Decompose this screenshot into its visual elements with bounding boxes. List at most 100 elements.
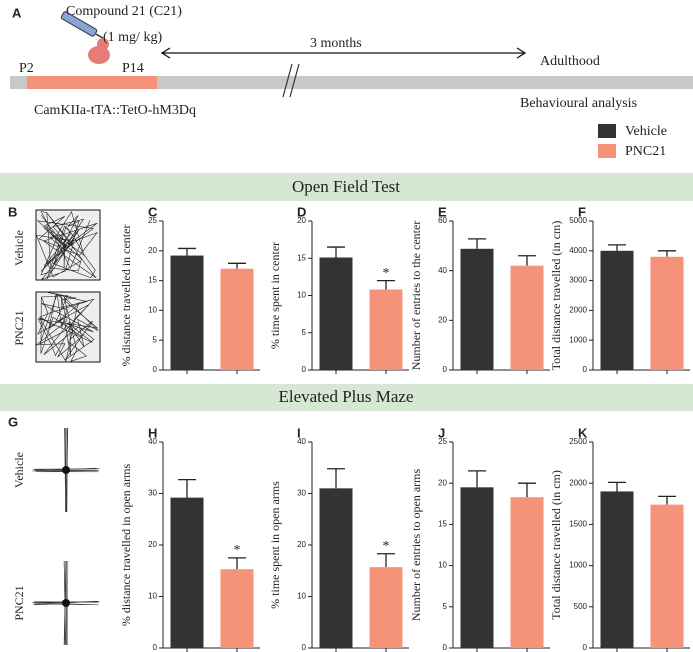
significance-mark: *: [383, 266, 390, 281]
bar: [510, 265, 544, 370]
y-tick-label: 40: [438, 266, 447, 275]
stop-age: P14: [122, 61, 144, 76]
bar: [650, 256, 684, 370]
y-tick-label: 15: [438, 520, 447, 529]
y-tick-label: 0: [583, 365, 588, 374]
mouse-line: CamKIIa-tTA::TetO-hM3Dq: [34, 103, 196, 118]
y-tick-label: 1500: [569, 520, 587, 529]
panel-label: I: [297, 425, 301, 440]
section-title: Open Field Test: [292, 177, 400, 196]
panel-label: E: [438, 204, 447, 219]
y-tick-label: 2000: [569, 478, 587, 487]
significance-mark: *: [234, 543, 241, 558]
start-age: P2: [19, 61, 34, 76]
end-text: Adulthood: [540, 54, 600, 69]
bar: [460, 248, 494, 370]
y-tick-label: 30: [297, 489, 306, 498]
y-tick-label: 3000: [569, 276, 587, 285]
y-tick-label: 1000: [569, 335, 587, 344]
treatment-window: [27, 76, 157, 89]
y-axis-label: % time spent in open arms: [268, 481, 282, 609]
y-tick-label: 0: [153, 365, 158, 374]
bar: [170, 497, 204, 648]
trace-center: [62, 599, 70, 607]
y-tick-label: 60: [438, 216, 447, 225]
y-tick-label: 25: [438, 437, 447, 446]
y-axis-label: % distance travelled in center: [119, 225, 133, 367]
bar: [220, 569, 254, 648]
y-tick-label: 0: [443, 365, 448, 374]
bar: [319, 257, 353, 370]
panel-label: D: [297, 204, 306, 219]
y-axis-label: Total distance travelled (in cm): [549, 221, 563, 371]
legend-swatch: [598, 124, 616, 138]
panel-label: K: [578, 425, 588, 440]
y-tick-label: 10: [438, 561, 447, 570]
bar: [170, 255, 204, 370]
legend-label: Vehicle: [625, 124, 667, 139]
panel-label: A: [12, 5, 22, 20]
bar: [319, 488, 353, 648]
bar: [220, 268, 254, 370]
y-tick-label: 40: [148, 437, 157, 446]
time-arrow: [160, 47, 527, 59]
panel-label: J: [438, 425, 445, 440]
bar: [650, 504, 684, 648]
panel-label: C: [148, 204, 158, 219]
significance-mark: *: [383, 539, 390, 554]
section-band: [0, 173, 693, 201]
y-tick-label: 500: [574, 602, 588, 611]
row-label: Vehicle: [12, 230, 26, 266]
duration-text: 3 months: [310, 36, 362, 51]
y-tick-label: 10: [297, 592, 306, 601]
bar: [369, 567, 403, 648]
y-tick-label: 20: [438, 315, 447, 324]
bar: [600, 250, 634, 370]
y-axis-label: Number of entries to open arms: [409, 469, 423, 622]
y-axis-label: Total distance travelled (in cm): [549, 470, 563, 620]
panel-label: G: [8, 414, 18, 429]
y-tick-label: 4000: [569, 246, 587, 255]
y-tick-label: 15: [297, 253, 306, 262]
y-axis-label: % distance travelled in open arms: [119, 464, 133, 627]
y-tick-label: 0: [583, 643, 588, 652]
panel-label: H: [148, 425, 157, 440]
trace-center: [62, 466, 70, 474]
bar: [460, 487, 494, 648]
y-tick-label: 0: [302, 643, 307, 652]
section-title: Elevated Plus Maze: [278, 387, 413, 406]
y-axis-label: % time spent in center: [268, 242, 282, 349]
y-tick-label: 5: [302, 328, 307, 337]
y-tick-label: 2500: [569, 437, 587, 446]
y-axis-label: Number of entries to the center: [409, 221, 423, 371]
y-tick-label: 30: [148, 489, 157, 498]
y-tick-label: 20: [148, 246, 157, 255]
bar: [600, 491, 634, 648]
y-tick-label: 0: [302, 365, 307, 374]
y-tick-label: 5000: [569, 216, 587, 225]
break-mark: [282, 63, 300, 98]
row-label: PNC21: [12, 310, 26, 345]
y-tick-label: 5: [153, 335, 158, 344]
y-tick-label: 25: [148, 216, 157, 225]
y-tick-label: 10: [148, 306, 157, 315]
trace: [35, 210, 98, 280]
bar: [369, 289, 403, 370]
y-tick-label: 20: [438, 478, 447, 487]
panel-label: F: [578, 204, 586, 219]
bar: [510, 497, 544, 648]
row-label: Vehicle: [12, 452, 26, 488]
y-tick-label: 20: [297, 540, 306, 549]
y-tick-label: 1000: [569, 561, 587, 570]
timeline-bar: [10, 76, 693, 89]
y-tick-label: 5: [443, 602, 448, 611]
y-tick-label: 15: [148, 276, 157, 285]
legend-swatch: [598, 144, 616, 158]
y-tick-label: 10: [148, 592, 157, 601]
y-tick-label: 20: [148, 540, 157, 549]
row-label: PNC21: [12, 585, 26, 620]
y-tick-label: 0: [153, 643, 158, 652]
legend: Vehicle PNC21: [598, 124, 667, 159]
y-tick-label: 0: [443, 643, 448, 652]
